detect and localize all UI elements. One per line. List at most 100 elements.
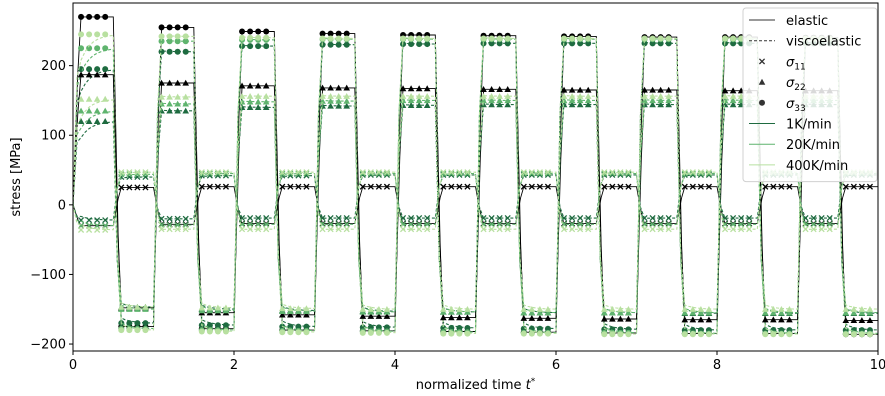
data-point [456,330,463,337]
data-point [375,170,382,177]
data-point [118,184,125,191]
data-point [657,35,664,42]
legend-item: σ22 [758,76,806,93]
data-point [182,100,189,107]
data-point [528,330,535,337]
data-point [762,183,769,190]
y-tick-label: −100 [30,268,66,283]
data-point [206,322,213,329]
data-point [262,92,270,99]
data-point [166,38,173,45]
data-point [561,35,568,42]
data-point [246,98,254,105]
legend-item: 20K/min [749,138,840,153]
data-point [222,183,230,190]
data-point [858,305,866,312]
data-point [93,107,101,114]
data-point [625,183,632,190]
data-point [408,35,415,42]
data-point [657,92,664,99]
data-point [496,86,503,92]
data-point [158,24,165,31]
data-point [182,107,189,114]
data-point [206,328,213,335]
data-point [641,92,648,99]
legend: elastic viscoelastic σ11 σ22 σ33 1K/min 20K/mi… [742,7,878,183]
data-point [576,97,584,104]
data-point [858,183,865,190]
data-point [826,226,833,233]
data-point [295,170,302,177]
data-point [697,183,704,190]
data-point [818,221,825,228]
data-point [697,331,704,338]
data-point [568,97,576,104]
data-point [158,38,165,45]
data-point [609,170,616,177]
data-point [359,169,366,176]
data-point [367,312,375,319]
data-point [102,13,109,20]
data-point [400,35,407,42]
data-point [440,170,447,177]
data-point [335,97,342,104]
data-point [504,35,511,42]
data-point [641,226,648,233]
data-point [423,97,431,104]
data-point [206,183,213,190]
data-point [86,226,93,233]
data-point [214,170,221,177]
data-point [327,97,334,104]
data-point [536,309,544,316]
data-point [102,226,109,233]
data-point [327,92,334,99]
data-point [560,215,568,222]
data-point [367,183,374,190]
data-point [206,304,214,311]
data-point [569,35,576,42]
data-point [440,330,447,337]
data-point [295,305,302,312]
legend-label: σ33 [786,97,806,114]
data-point [456,169,463,176]
data-point [762,305,769,312]
data-point [738,215,745,222]
data-point [448,169,455,176]
data-point [569,221,576,228]
data-point [238,226,246,233]
x-tick-label: 4 [391,358,399,373]
data-point [246,82,254,89]
data-point [246,92,254,99]
data-point [488,101,495,108]
data-point [182,24,189,31]
data-point [488,35,495,42]
legend-label: 1K/min [786,118,832,133]
data-point [609,331,616,338]
plot-frame [72,2,879,352]
data-point [536,330,543,337]
data-point [174,226,181,233]
data-point [786,316,793,323]
data-point [239,34,246,41]
data-point [850,331,857,338]
data-point [649,86,656,93]
x-tick-label: 8 [713,358,721,373]
data-point [303,323,310,330]
data-point [858,317,866,324]
data-point [85,118,93,124]
data-point [665,101,672,108]
data-point [536,325,543,332]
data-point [343,84,350,91]
data-point [560,92,568,99]
data-point [287,311,294,318]
legend-item: σ33 [759,97,806,114]
data-point [786,183,793,190]
data-point [86,31,93,38]
data-point [94,45,101,52]
data-point [826,221,833,228]
data-point [335,41,342,48]
data-point [440,169,447,176]
data-point [842,331,849,338]
data-point [657,97,664,104]
data-point [262,104,270,111]
